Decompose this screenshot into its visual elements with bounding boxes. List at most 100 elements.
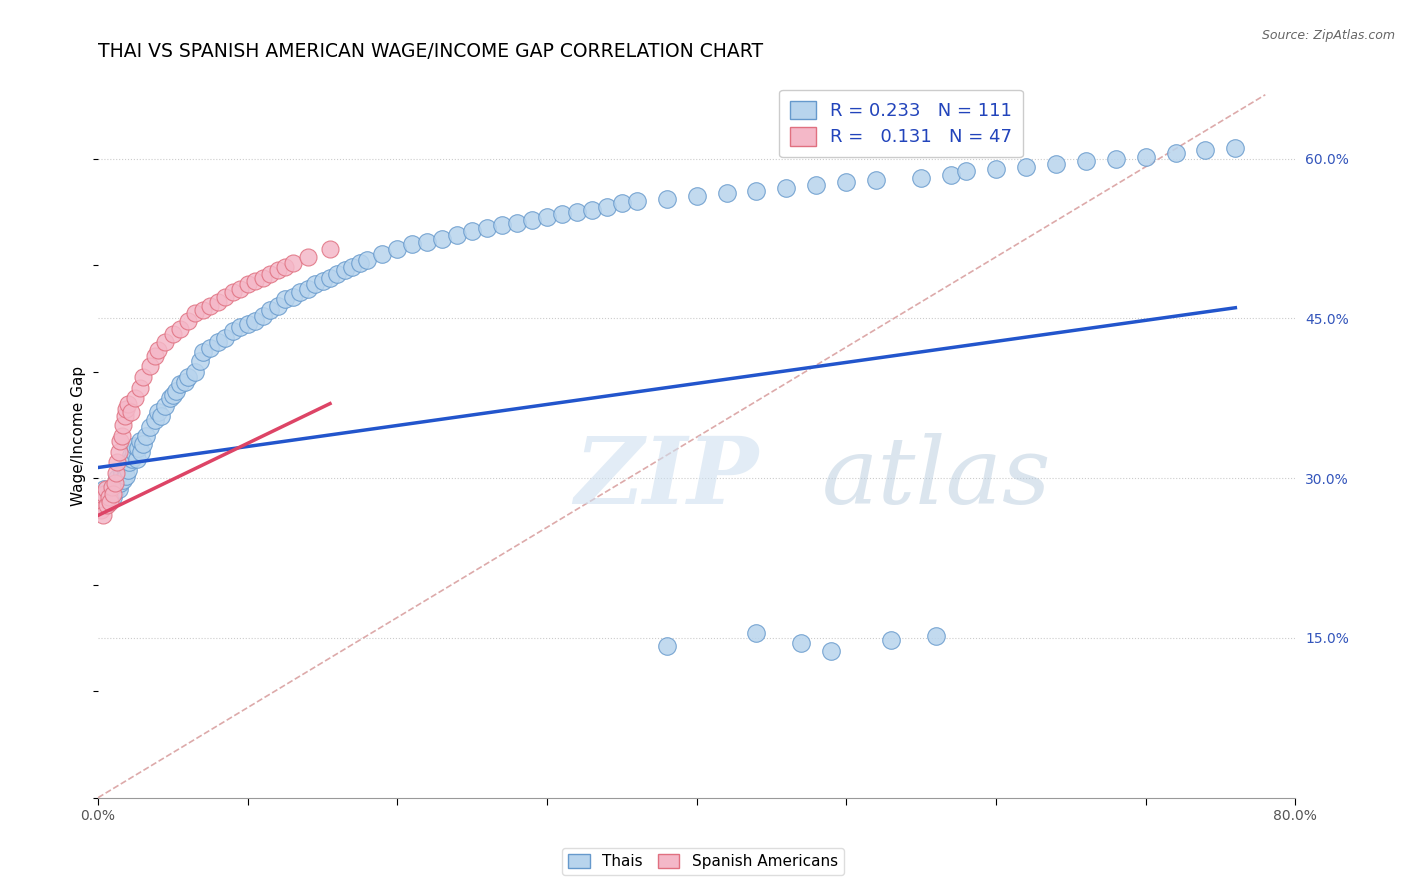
Point <box>89 492 111 507</box>
Point <box>93 482 115 496</box>
Point <box>155 399 177 413</box>
Point <box>565 205 588 219</box>
Point <box>475 220 498 235</box>
Point <box>139 359 162 374</box>
Point <box>925 629 948 643</box>
Point <box>356 252 378 267</box>
Point <box>432 231 454 245</box>
Point <box>114 460 136 475</box>
Point <box>177 313 200 327</box>
Point <box>162 388 184 402</box>
Point <box>790 636 813 650</box>
Point <box>333 263 356 277</box>
Point <box>117 396 139 410</box>
Point <box>162 327 184 342</box>
Point <box>107 455 129 469</box>
Point <box>200 341 222 355</box>
Point <box>685 189 707 203</box>
Point <box>107 471 129 485</box>
Legend: Thais, Spanish Americans: Thais, Spanish Americans <box>562 847 844 875</box>
Point <box>143 349 166 363</box>
Point <box>596 200 619 214</box>
Point <box>159 391 181 405</box>
Point <box>98 494 121 508</box>
Point <box>110 476 132 491</box>
Point <box>94 487 117 501</box>
Point <box>1104 152 1126 166</box>
Point <box>115 469 138 483</box>
Point <box>105 476 128 491</box>
Point <box>1015 160 1038 174</box>
Y-axis label: Wage/Income Gap: Wage/Income Gap <box>72 366 86 506</box>
Point <box>105 466 128 480</box>
Point <box>236 317 259 331</box>
Point <box>311 274 333 288</box>
Point <box>110 434 132 448</box>
Point <box>222 285 245 299</box>
Point <box>184 306 207 320</box>
Point <box>124 391 146 405</box>
Point <box>865 173 887 187</box>
Point <box>91 508 114 523</box>
Point <box>108 482 131 496</box>
Point <box>100 483 122 498</box>
Point <box>129 434 152 448</box>
Point <box>536 211 558 225</box>
Point <box>121 452 143 467</box>
Point <box>243 274 266 288</box>
Point <box>132 437 155 451</box>
Point <box>551 207 574 221</box>
Point <box>207 295 229 310</box>
Point <box>520 213 543 227</box>
Point <box>188 354 211 368</box>
Point <box>139 420 162 434</box>
Point <box>655 640 678 654</box>
Point <box>288 285 311 299</box>
Point <box>143 412 166 426</box>
Point <box>281 290 304 304</box>
Point <box>955 164 977 178</box>
Point <box>236 277 259 292</box>
Point <box>214 290 236 304</box>
Point <box>319 271 342 285</box>
Point <box>127 442 149 456</box>
Point <box>491 218 513 232</box>
Point <box>835 175 858 189</box>
Point <box>910 170 932 185</box>
Point <box>169 377 191 392</box>
Point <box>146 343 169 358</box>
Point <box>416 235 439 249</box>
Point <box>259 267 281 281</box>
Point <box>297 282 319 296</box>
Point <box>626 194 648 209</box>
Point <box>820 643 842 657</box>
Point <box>97 494 120 508</box>
Point <box>100 480 122 494</box>
Point <box>349 256 371 270</box>
Point <box>101 487 124 501</box>
Point <box>89 487 111 501</box>
Point <box>108 444 131 458</box>
Text: Source: ZipAtlas.com: Source: ZipAtlas.com <box>1261 29 1395 42</box>
Point <box>1164 146 1187 161</box>
Point <box>91 498 114 512</box>
Legend: R = 0.233   N = 111, R =   0.131   N = 47: R = 0.233 N = 111, R = 0.131 N = 47 <box>779 90 1022 157</box>
Point <box>146 405 169 419</box>
Point <box>94 482 117 496</box>
Point <box>304 277 326 292</box>
Point <box>111 466 134 480</box>
Point <box>111 428 134 442</box>
Point <box>252 271 274 285</box>
Point <box>461 224 484 238</box>
Point <box>401 236 423 251</box>
Point <box>155 334 177 349</box>
Point <box>207 334 229 349</box>
Point <box>132 370 155 384</box>
Point <box>1194 143 1216 157</box>
Point <box>191 302 214 317</box>
Point <box>1045 157 1067 171</box>
Point <box>274 260 297 275</box>
Point <box>214 330 236 344</box>
Point <box>90 492 112 507</box>
Point <box>775 181 797 195</box>
